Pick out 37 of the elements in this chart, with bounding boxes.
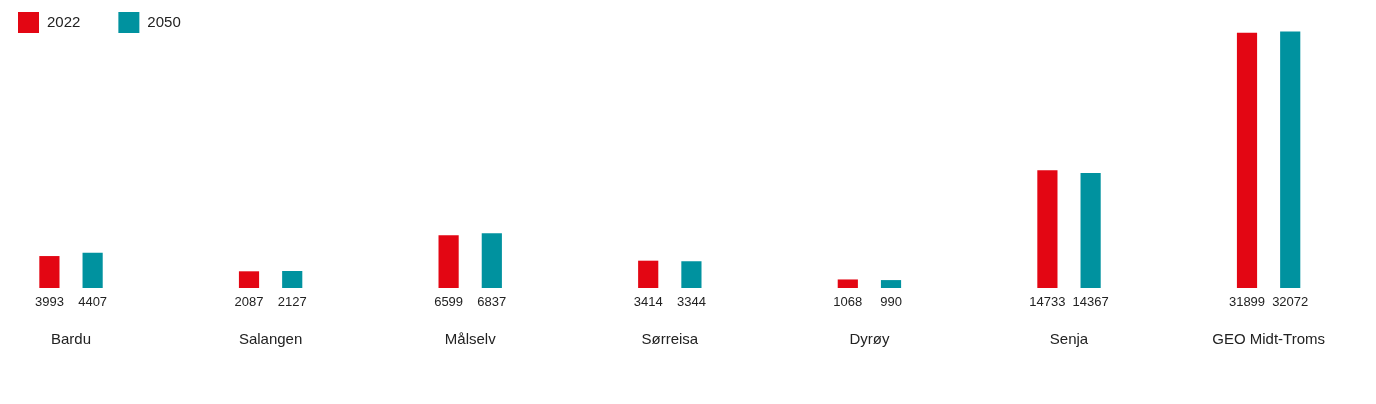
data-label: 1068 [833, 294, 863, 310]
x-tick-label: Bardu [51, 330, 92, 348]
bar [1080, 173, 1101, 288]
x-tick-label: Salangen [238, 330, 303, 348]
bar [282, 270, 303, 288]
x-tick-label: Dyrøy [849, 330, 890, 348]
bar [1280, 31, 1301, 288]
data-label: 32072 [1272, 294, 1309, 310]
legend-label: 2050 [147, 13, 181, 31]
bar [1037, 170, 1058, 288]
bar [238, 271, 260, 288]
data-label: 3993 [34, 294, 64, 310]
x-tick-label: GEO Midt-Troms [1212, 330, 1325, 348]
data-label: 14367 [1072, 294, 1109, 310]
x-tick-label: Senja [1049, 330, 1089, 348]
bar [481, 233, 502, 288]
data-label: 2127 [277, 294, 307, 310]
data-label: 2087 [234, 294, 264, 310]
data-label: 4407 [78, 294, 108, 310]
data-label: 6837 [477, 294, 507, 310]
bar [1236, 32, 1258, 288]
data-label: 14733 [1029, 294, 1066, 310]
bar [880, 280, 902, 288]
bar [681, 261, 702, 288]
bar [638, 260, 659, 288]
data-label: 6599 [434, 294, 464, 310]
bar [837, 279, 858, 288]
legend-label: 2022 [47, 13, 81, 31]
data-label: 990 [880, 294, 902, 310]
bar [82, 252, 103, 288]
x-tick-label: Målselv [444, 330, 497, 348]
data-label: 3414 [633, 294, 663, 310]
bar [438, 235, 459, 288]
bar [39, 256, 60, 288]
data-label: 3344 [676, 294, 706, 310]
data-label: 31899 [1228, 294, 1266, 310]
x-tick-label: Sørreisa [641, 330, 699, 348]
